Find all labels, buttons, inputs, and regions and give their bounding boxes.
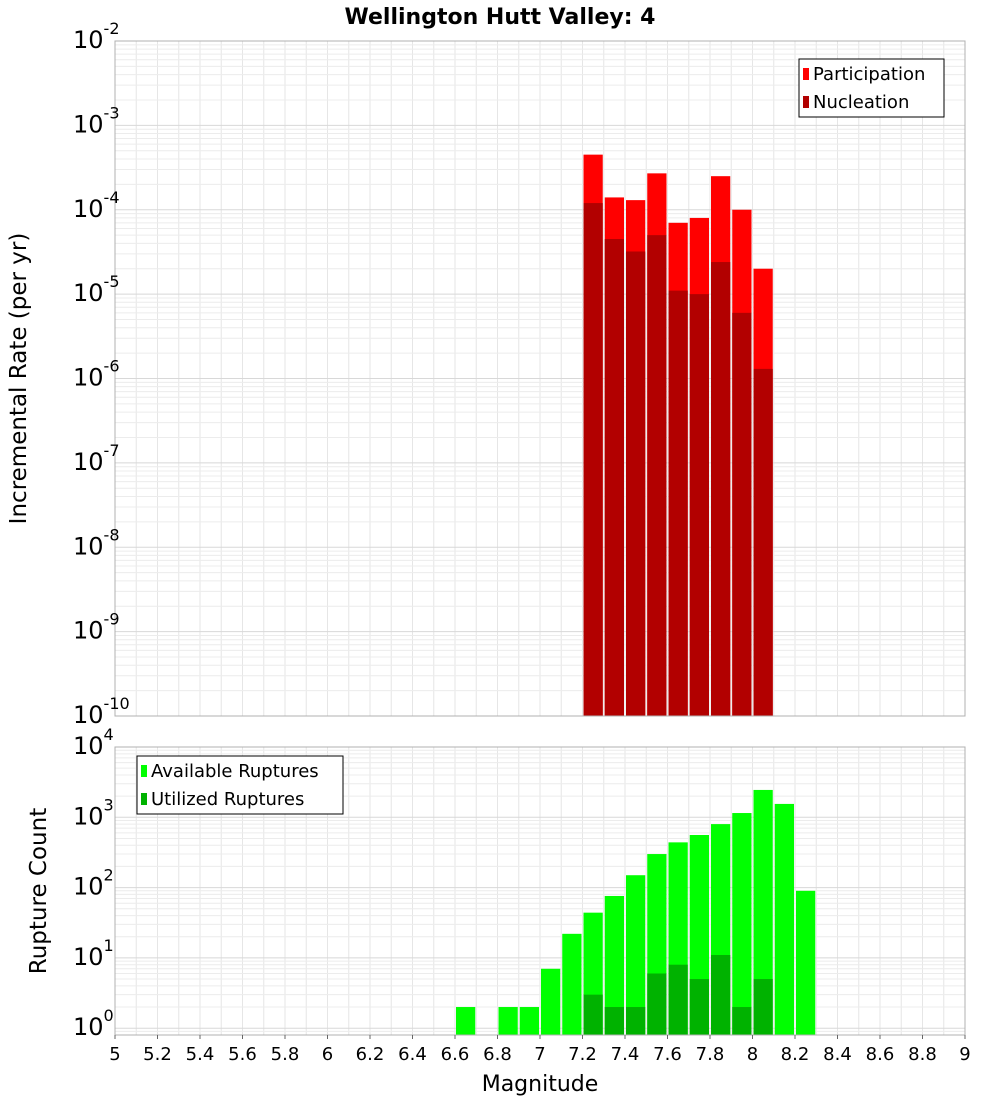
bar-available-ruptures xyxy=(774,803,794,1035)
bar-utilized-ruptures xyxy=(732,1007,752,1035)
bar-available-ruptures xyxy=(498,1007,518,1035)
y-tick-label: 100 xyxy=(73,1006,114,1041)
y-tick-label: 10-7 xyxy=(73,441,120,476)
x-tick-label: 8.4 xyxy=(823,1044,852,1065)
x-tick-label: 5 xyxy=(109,1044,120,1065)
y-tick-label: 10-2 xyxy=(73,19,120,54)
legend-label: Utilized Ruptures xyxy=(151,789,304,810)
x-tick-label: 9 xyxy=(959,1044,970,1065)
count-panel: 100 101 102 103 104 Rupture Count Available Ru… xyxy=(26,725,966,1041)
bar-utilized-ruptures xyxy=(647,973,667,1035)
legend: Participation Nucleation xyxy=(798,58,945,118)
bar-nucleation xyxy=(711,262,731,716)
y-tick-label: 10-9 xyxy=(73,610,120,645)
y-axis-label: Incremental Rate (per yr) xyxy=(6,233,32,525)
rate-panel: 10-10 10-9 10-8 10-7 10-6 10-5 10-4 10-3 10-2 Inc… xyxy=(6,19,966,729)
x-tick-label: 8.8 xyxy=(908,1044,937,1065)
bar-utilized-ruptures xyxy=(753,979,773,1035)
x-tick-label: 6 xyxy=(322,1044,333,1065)
x-tick-label: 7.6 xyxy=(653,1044,682,1065)
magnitude-axis: 5 5.2 5.4 5.6 5.8 6 6.2 6.4 6.6 6.8 7 7.2 7.4 7.6 7.8 8… xyxy=(109,1035,971,1065)
bar-available-ruptures xyxy=(519,1007,539,1035)
y-tick-label: 10-4 xyxy=(73,188,120,223)
x-tick-label: 5.4 xyxy=(186,1044,215,1065)
x-tick-label: 7 xyxy=(534,1044,545,1065)
y-tick-label: 103 xyxy=(73,795,114,830)
bar-utilized-ruptures xyxy=(583,994,603,1035)
x-tick-label: 8.6 xyxy=(866,1044,895,1065)
series-nucleation xyxy=(583,203,773,716)
gridlines xyxy=(114,40,966,717)
legend-swatch xyxy=(141,765,147,777)
bar-nucleation xyxy=(647,235,667,716)
bar-utilized-ruptures xyxy=(668,964,688,1035)
bar-nucleation xyxy=(753,368,773,716)
x-tick-label: 5.6 xyxy=(228,1044,257,1065)
bar-available-ruptures xyxy=(796,890,816,1035)
x-tick-label: 5.2 xyxy=(143,1044,172,1065)
bar-available-ruptures xyxy=(562,933,582,1035)
bar-available-ruptures xyxy=(604,895,624,1035)
series-utilized-ruptures xyxy=(583,954,773,1035)
x-tick-label: 8 xyxy=(747,1044,758,1065)
legend-swatch xyxy=(803,96,809,108)
x-tick-label: 6.6 xyxy=(441,1044,470,1065)
bar-available-ruptures xyxy=(753,789,773,1035)
legend-label: Available Ruptures xyxy=(151,761,319,782)
y-tick-label: 10-10 xyxy=(73,694,130,729)
bar-available-ruptures xyxy=(456,1007,476,1035)
legend: Available Ruptures Utilized Ruptures xyxy=(136,755,344,815)
bar-nucleation xyxy=(732,312,752,716)
x-tick-label: 7.2 xyxy=(568,1044,597,1065)
bar-utilized-ruptures xyxy=(689,979,709,1035)
x-tick-label: 5.8 xyxy=(271,1044,300,1065)
y-tick-label: 10-6 xyxy=(73,357,120,392)
legend-swatch xyxy=(803,68,809,80)
legend-swatch xyxy=(141,793,147,805)
bar-nucleation xyxy=(668,290,688,716)
bar-utilized-ruptures xyxy=(626,1007,646,1035)
legend-label: Participation xyxy=(813,64,925,85)
x-tick-label: 6.8 xyxy=(483,1044,512,1065)
y-tick-label: 10-5 xyxy=(73,272,120,307)
chart-title: Wellington Hutt Valley: 4 xyxy=(345,5,656,30)
bar-available-ruptures xyxy=(626,875,646,1035)
legend-box xyxy=(136,755,344,815)
bar-nucleation xyxy=(626,251,646,716)
bar-nucleation xyxy=(689,294,709,716)
x-tick-label: 8.2 xyxy=(781,1044,810,1065)
y-tick-label: 10-8 xyxy=(73,525,120,560)
plot-frame xyxy=(114,40,966,717)
x-axis-label: Magnitude xyxy=(482,1072,599,1097)
y-axis-label: Rupture Count xyxy=(26,808,52,974)
x-tick-label: 7.4 xyxy=(611,1044,640,1065)
y-tick-label: 10-3 xyxy=(73,103,120,138)
y-axis-ticks: 100 101 102 103 104 xyxy=(73,725,114,1041)
legend-box xyxy=(798,58,945,118)
bar-available-ruptures xyxy=(541,968,561,1035)
bar-available-ruptures xyxy=(732,813,752,1035)
bar-utilized-ruptures xyxy=(711,954,731,1035)
bar-utilized-ruptures xyxy=(604,1007,624,1035)
legend-label: Nucleation xyxy=(813,92,909,113)
x-tick-label: 6.4 xyxy=(398,1044,427,1065)
x-tick-label: 6.2 xyxy=(356,1044,385,1065)
y-tick-label: 101 xyxy=(73,936,114,971)
y-tick-label: 102 xyxy=(73,866,114,901)
y-tick-label: 104 xyxy=(73,725,114,760)
x-tick-label: 7.8 xyxy=(696,1044,725,1065)
bar-nucleation xyxy=(583,203,603,716)
bar-nucleation xyxy=(604,239,624,716)
